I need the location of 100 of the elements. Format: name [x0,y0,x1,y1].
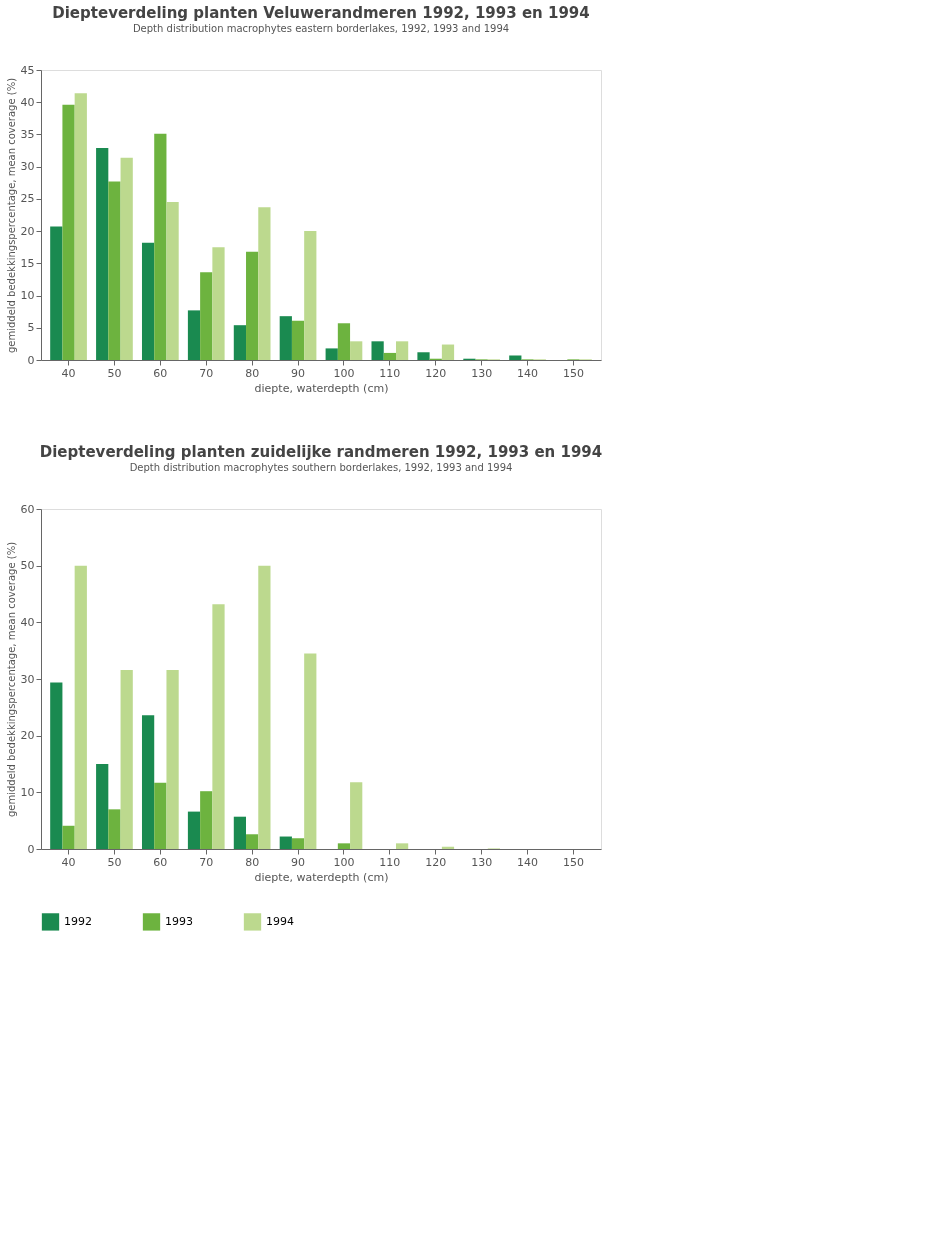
bar [233,325,247,360]
bar [62,104,75,360]
bar [246,251,259,360]
chart-subtitle: Depth distribution macrophytes eastern borderlakes, 1992, 1993 and 1994 [132,23,510,34]
x-tick-label: 130 [471,366,493,380]
y-tick-label: 25 [20,192,35,206]
x-tick-label: 120 [425,366,447,380]
x-tick-label: 140 [517,366,539,380]
bar [166,669,179,849]
bar [166,202,179,360]
bar [337,323,351,360]
bar [120,669,133,849]
chart-subtitle: Depth distribution macrophytes southern borderlakes, 1992, 1993 and 1994 [129,462,513,473]
bar [187,811,201,849]
y-tick-label: 30 [20,672,35,686]
chart-title: Diepteverdeling planten zuidelijke randmeren 1992, 1993 en 1994 [39,443,603,461]
bar [441,344,455,360]
x-tick-label: 60 [153,855,168,869]
bar [417,352,430,360]
y-tick-label: 60 [20,502,35,516]
y-tick-label: 40 [20,95,35,109]
bar [74,565,87,849]
bar [371,341,384,360]
y-tick-label: 20 [20,224,35,238]
x-axis-title: diepte, waterdepth (cm) [254,381,389,395]
x-tick-label: 40 [61,855,76,869]
legend-label: 1993 [165,914,193,928]
x-tick-label: 90 [291,366,306,380]
x-tick-label: 70 [199,366,214,380]
x-tick-label: 130 [471,855,493,869]
x-tick-label: 40 [61,366,76,380]
y-tick-label: 0 [27,353,35,367]
bar [200,791,213,849]
legend-label: 1994 [266,914,294,928]
x-tick-label: 90 [291,855,306,869]
y-tick-label: 40 [20,615,35,629]
bar [258,565,271,849]
y-tick-label: 5 [27,321,35,335]
x-tick-label: 70 [199,855,214,869]
y-tick-label: 10 [20,785,35,799]
y-axis-title: gemiddeld bedekkingspercentage, mean coverage (%) [5,77,17,354]
x-axis-title: diepte, waterdepth (cm) [254,870,389,884]
bar [337,843,351,849]
x-tick-label: 140 [517,855,539,869]
x-tick-label: 110 [379,855,401,869]
y-tick-label: 45 [20,63,35,77]
bar [108,809,121,849]
bar [200,272,213,360]
y-tick-label: 35 [20,127,35,141]
x-tick-label: 60 [153,366,168,380]
bar [212,247,225,360]
bar [96,764,109,849]
bar [50,226,63,360]
y-tick-label: 30 [20,160,35,174]
bar [279,316,292,360]
x-tick-label: 100 [333,855,355,869]
bar [212,604,225,849]
bar [258,207,271,360]
bar [350,341,363,360]
x-tick-label: 150 [562,366,584,380]
legend-label: 1992 [64,914,92,928]
bar [395,843,409,849]
y-tick-label: 10 [20,289,35,303]
bar [395,341,409,360]
x-tick-label: 80 [245,855,260,869]
bar [108,181,121,360]
x-tick-label: 100 [333,366,355,380]
bar [187,310,201,360]
bar [304,653,317,849]
bar [233,816,247,849]
x-tick-label: 80 [245,366,260,380]
bar [96,147,109,360]
bar [154,133,167,360]
y-tick-label: 15 [20,256,35,270]
y-tick-label: 50 [20,559,35,573]
bar [62,825,75,849]
bar [291,320,305,360]
x-tick-label: 150 [562,855,584,869]
chart-title: Diepteverdeling planten Veluwerandmeren 1992, 1993 en 1994 [52,4,590,22]
y-axis-title: gemiddeld bedekkingspercentage, mean coverage (%) [5,541,17,818]
bar [246,834,259,849]
bar [141,242,155,360]
x-tick-label: 120 [425,855,447,869]
bar [120,157,133,360]
bar [304,231,317,360]
x-tick-label: 110 [379,366,401,380]
bar [383,352,396,360]
x-tick-label: 50 [107,366,122,380]
y-tick-label: 20 [20,729,35,743]
bar [291,838,305,849]
y-tick-label: 0 [27,842,35,856]
bar [279,836,292,849]
bar [141,715,155,849]
bar [509,355,522,360]
x-tick-label: 50 [107,855,122,869]
bar [74,93,87,360]
bar [350,782,363,849]
bar [325,348,338,360]
bar [50,682,63,849]
bar [154,782,167,849]
